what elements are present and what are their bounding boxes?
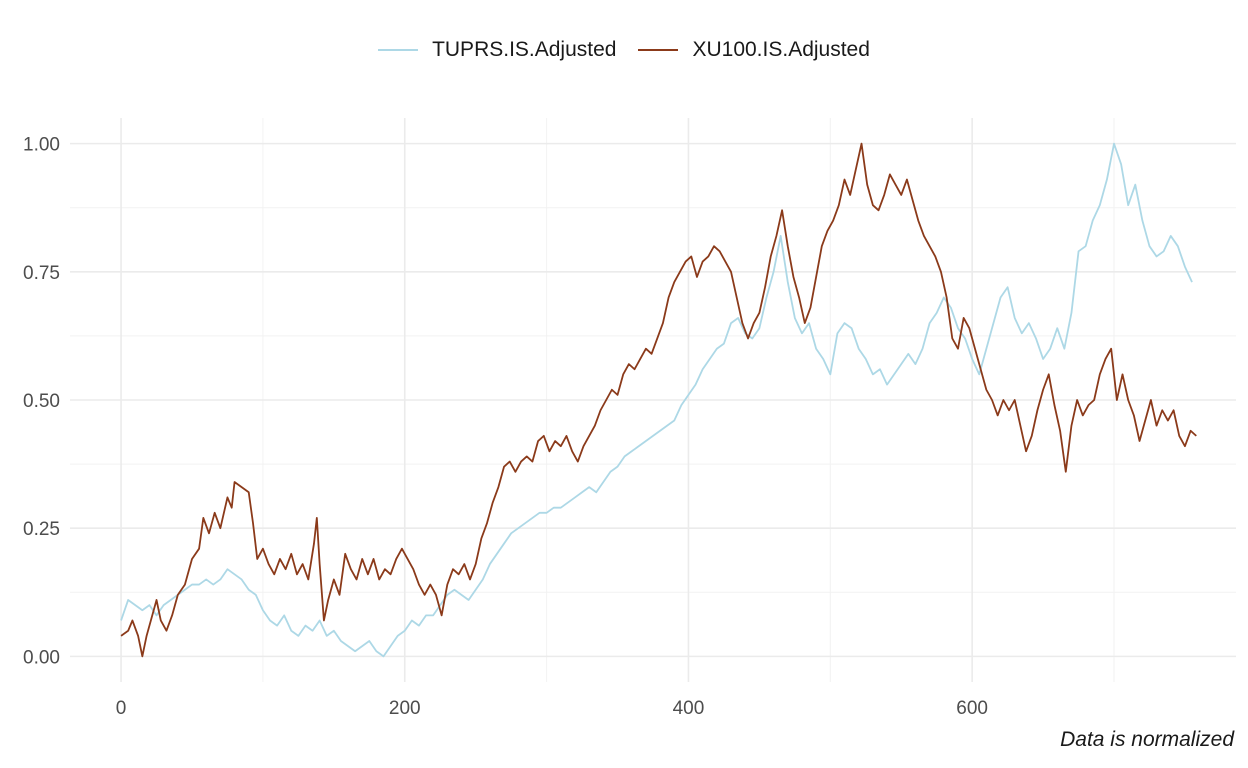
legend: TUPRS.IS.Adjusted XU100.IS.Adjusted (0, 38, 1248, 62)
legend-label-xu100: XU100.IS.Adjusted (692, 38, 870, 61)
series-lines (120, 142, 1197, 658)
legend-swatch-tuprs (378, 49, 419, 51)
y-tick-label: 0.75 (23, 263, 60, 284)
x-tick-label: 0 (116, 698, 127, 719)
legend-label-tuprs: TUPRS.IS.Adjusted (432, 38, 617, 61)
y-tick-label: 0.50 (23, 391, 60, 412)
series-line-xu100 (120, 142, 1197, 658)
x-axis-tick-labels: 0 200 400 600 (116, 698, 988, 719)
y-tick-label: 0.25 (23, 519, 60, 540)
x-tick-label: 200 (389, 698, 421, 719)
series-line-tuprs (120, 142, 1193, 658)
chart-caption: Data is normalized (1060, 728, 1234, 751)
y-tick-label: 1.00 (23, 135, 60, 156)
legend-swatch-xu100 (638, 49, 679, 51)
y-tick-label: 0.00 (23, 647, 60, 668)
legend-item-xu100: XU100.IS.Adjusted (638, 38, 870, 62)
x-tick-label: 400 (673, 698, 705, 719)
x-tick-label: 600 (956, 698, 988, 719)
y-axis-tick-labels: 0.00 0.25 0.50 0.75 1.00 (23, 135, 60, 669)
legend-item-tuprs: TUPRS.IS.Adjusted (378, 38, 616, 62)
grid-major (70, 118, 1236, 682)
